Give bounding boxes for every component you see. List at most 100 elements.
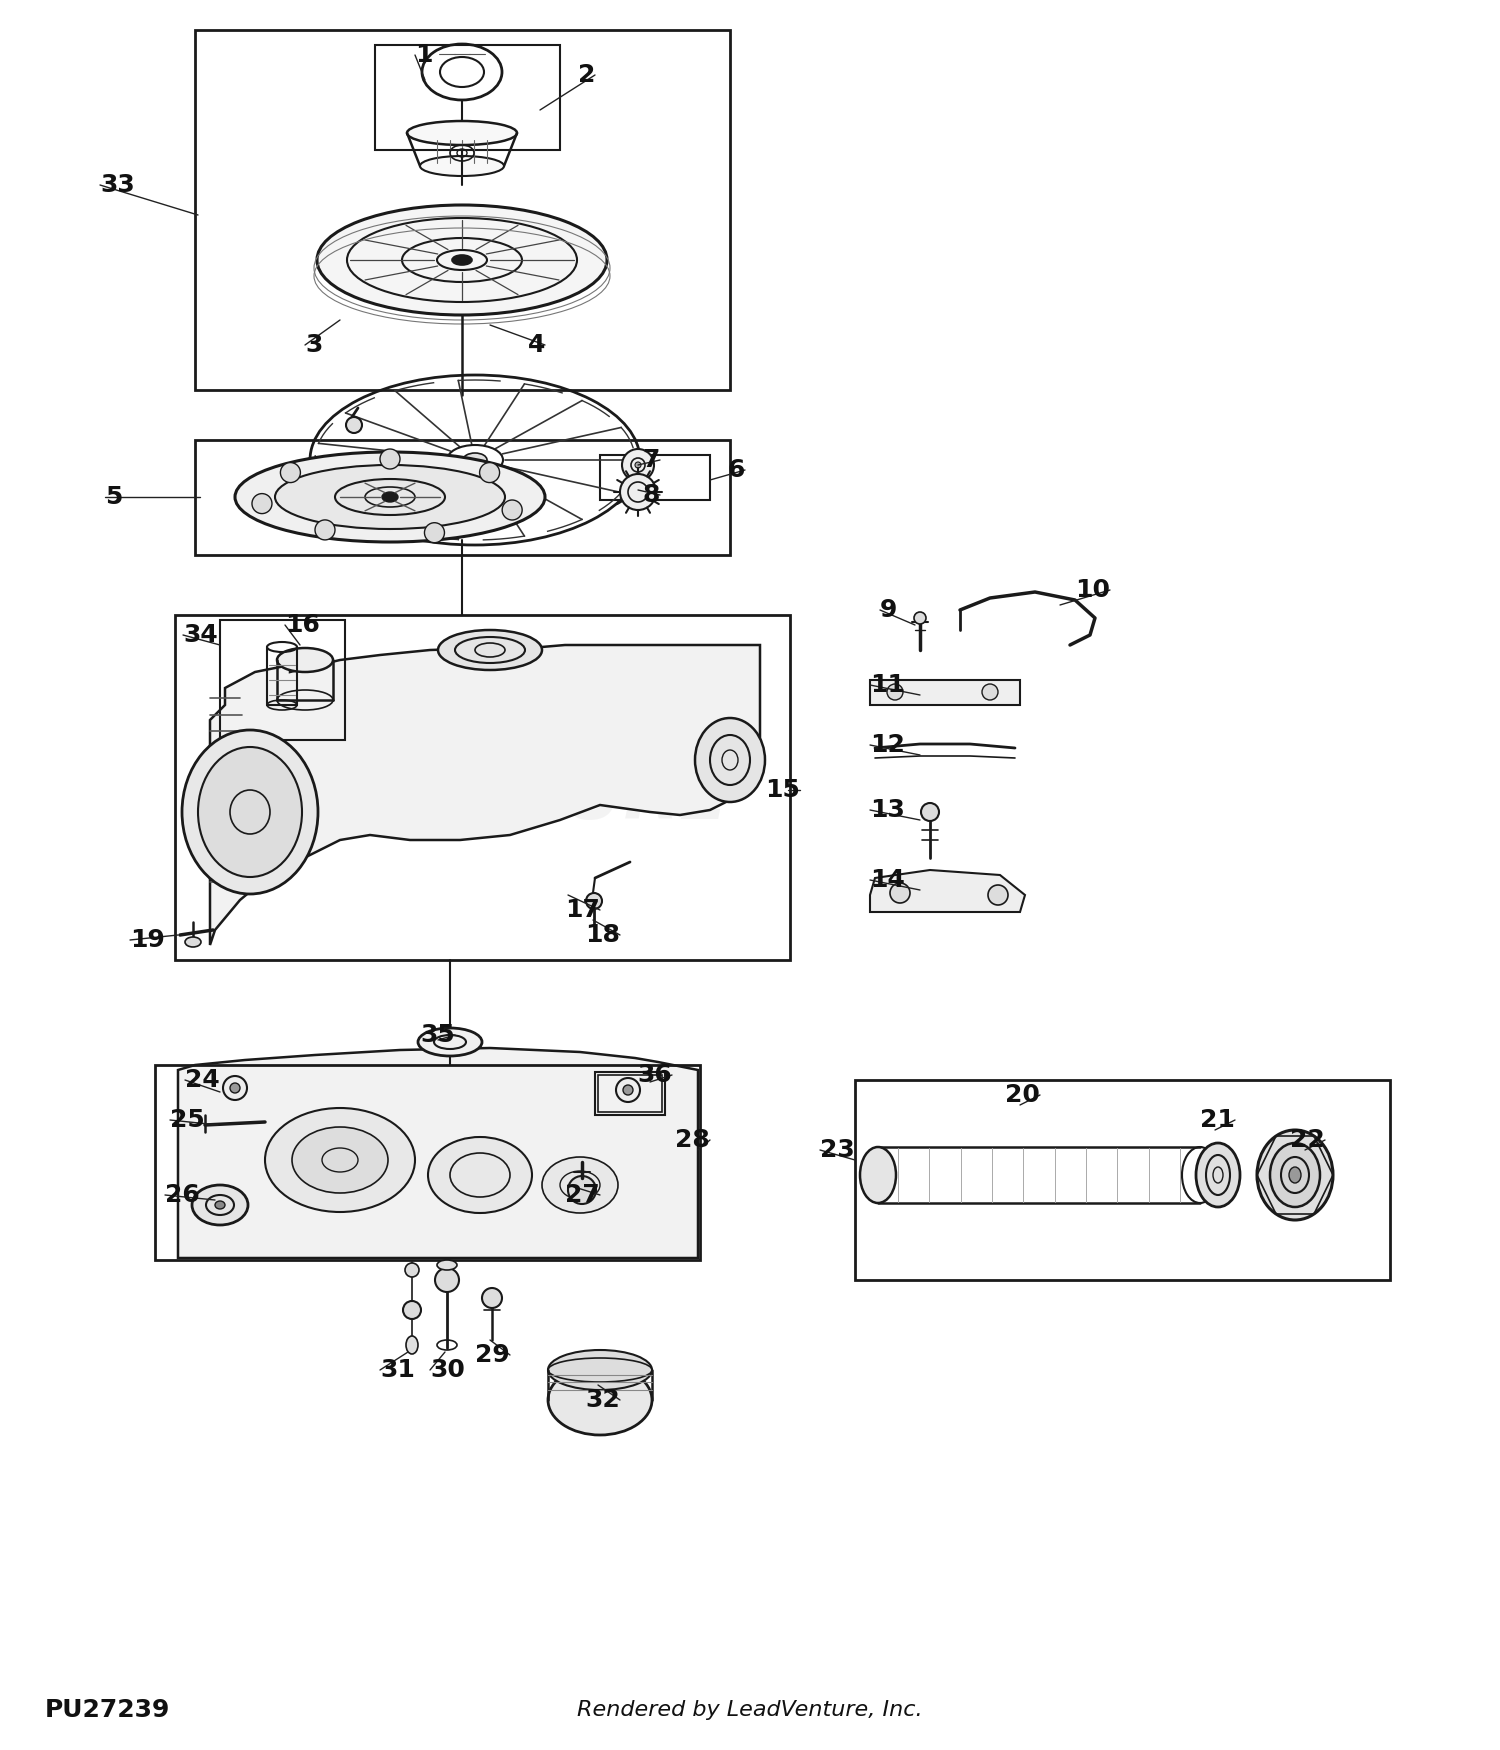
Ellipse shape xyxy=(274,466,506,528)
Circle shape xyxy=(890,884,910,903)
Ellipse shape xyxy=(292,1127,388,1194)
Circle shape xyxy=(634,462,640,467)
Text: 16: 16 xyxy=(285,612,320,637)
Circle shape xyxy=(252,493,272,513)
Bar xyxy=(154,1066,701,1260)
Text: 5: 5 xyxy=(105,485,123,509)
Text: 1: 1 xyxy=(416,44,432,66)
Text: 33: 33 xyxy=(100,173,135,198)
Text: 32: 32 xyxy=(585,1388,620,1412)
Ellipse shape xyxy=(182,730,318,894)
Text: 28: 28 xyxy=(675,1129,710,1152)
Text: 3: 3 xyxy=(304,332,322,357)
Ellipse shape xyxy=(198,747,302,877)
Text: 7: 7 xyxy=(642,448,660,472)
Text: 35: 35 xyxy=(420,1024,454,1046)
Circle shape xyxy=(586,892,602,908)
Circle shape xyxy=(424,523,444,542)
Ellipse shape xyxy=(236,452,544,542)
Circle shape xyxy=(380,450,400,469)
Ellipse shape xyxy=(382,492,398,502)
Circle shape xyxy=(568,1176,596,1204)
Circle shape xyxy=(914,612,926,625)
Circle shape xyxy=(620,474,656,509)
Circle shape xyxy=(616,1078,640,1102)
Text: 14: 14 xyxy=(870,868,904,892)
Circle shape xyxy=(480,462,500,483)
Polygon shape xyxy=(210,646,760,945)
Circle shape xyxy=(622,1085,633,1096)
Circle shape xyxy=(988,886,1008,905)
Ellipse shape xyxy=(859,1146,895,1202)
Ellipse shape xyxy=(420,156,504,177)
Circle shape xyxy=(346,416,362,432)
Text: 36: 36 xyxy=(638,1062,672,1087)
Text: PU27239: PU27239 xyxy=(45,1698,171,1722)
Ellipse shape xyxy=(406,1335,418,1354)
Circle shape xyxy=(404,1300,422,1320)
Circle shape xyxy=(886,684,903,700)
Text: 30: 30 xyxy=(430,1358,465,1382)
Text: 8: 8 xyxy=(642,483,660,508)
Text: 13: 13 xyxy=(870,798,904,822)
Bar xyxy=(220,620,345,740)
Text: 6: 6 xyxy=(728,458,746,481)
Text: Rendered by LeadVenture, Inc.: Rendered by LeadVenture, Inc. xyxy=(578,1699,922,1720)
Bar xyxy=(596,1073,664,1115)
Text: 🔥: 🔥 xyxy=(482,670,519,730)
Text: 26: 26 xyxy=(165,1183,200,1207)
Bar xyxy=(195,30,730,390)
Text: 24: 24 xyxy=(184,1068,219,1092)
Ellipse shape xyxy=(192,1185,248,1225)
Circle shape xyxy=(224,1076,248,1101)
Ellipse shape xyxy=(184,936,201,947)
Ellipse shape xyxy=(266,1108,416,1213)
Text: 25: 25 xyxy=(170,1108,204,1132)
Ellipse shape xyxy=(214,1200,225,1209)
Text: 23: 23 xyxy=(821,1138,855,1162)
Ellipse shape xyxy=(452,255,472,264)
Circle shape xyxy=(982,684,998,700)
Text: 29: 29 xyxy=(476,1342,510,1367)
Polygon shape xyxy=(870,870,1024,912)
Text: 27: 27 xyxy=(566,1183,600,1207)
Circle shape xyxy=(230,1083,240,1094)
Ellipse shape xyxy=(464,453,488,467)
Bar xyxy=(855,1080,1390,1279)
Ellipse shape xyxy=(694,718,765,802)
Circle shape xyxy=(405,1264,418,1278)
Ellipse shape xyxy=(548,1349,652,1390)
Text: 10: 10 xyxy=(1076,578,1110,602)
Text: 21: 21 xyxy=(1200,1108,1234,1132)
Polygon shape xyxy=(870,681,1020,705)
Ellipse shape xyxy=(1257,1130,1334,1220)
Bar xyxy=(600,455,709,500)
Circle shape xyxy=(280,462,300,483)
Circle shape xyxy=(435,1269,459,1292)
Ellipse shape xyxy=(1288,1167,1300,1183)
Text: 20: 20 xyxy=(1005,1083,1040,1108)
Text: 2: 2 xyxy=(578,63,596,88)
Text: 34: 34 xyxy=(183,623,218,648)
Ellipse shape xyxy=(1270,1143,1320,1207)
Text: 4: 4 xyxy=(528,332,544,357)
Text: 22: 22 xyxy=(1290,1129,1324,1152)
Circle shape xyxy=(622,450,654,481)
Circle shape xyxy=(921,803,939,821)
Circle shape xyxy=(503,500,522,520)
Circle shape xyxy=(482,1288,502,1307)
Ellipse shape xyxy=(316,205,608,315)
Text: 31: 31 xyxy=(380,1358,416,1382)
Ellipse shape xyxy=(436,1260,457,1270)
Ellipse shape xyxy=(427,1138,532,1213)
Ellipse shape xyxy=(548,1365,652,1435)
Text: VENTURE: VENTURE xyxy=(351,765,729,835)
Bar xyxy=(598,1074,662,1111)
Text: 19: 19 xyxy=(130,928,165,952)
Bar xyxy=(375,46,560,150)
Ellipse shape xyxy=(419,1027,482,1055)
Text: 15: 15 xyxy=(765,779,800,802)
Bar xyxy=(195,439,730,555)
Ellipse shape xyxy=(542,1157,618,1213)
Ellipse shape xyxy=(406,121,517,145)
